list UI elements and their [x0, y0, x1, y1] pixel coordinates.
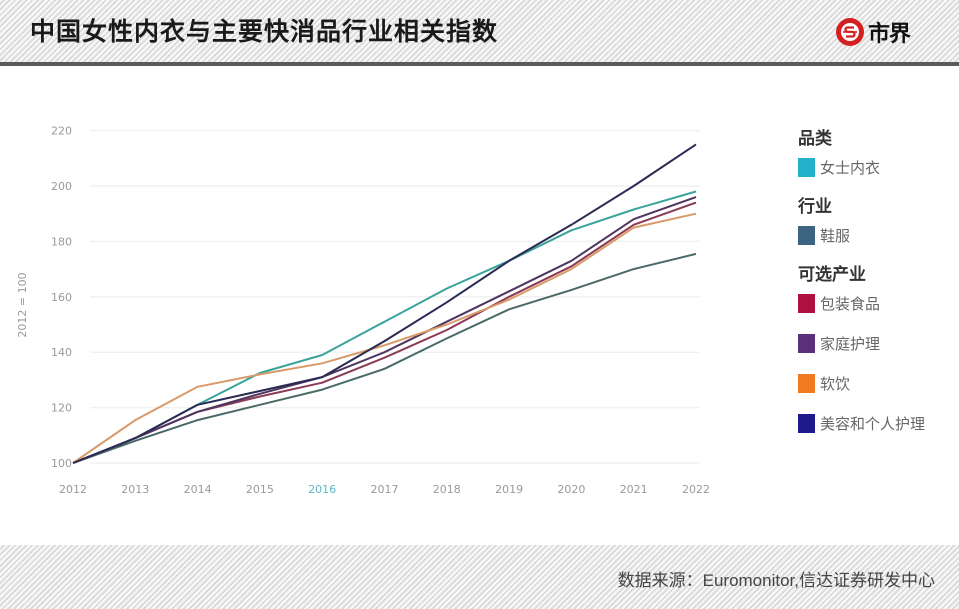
- x-tick-label: 2015: [246, 483, 274, 496]
- y-tick-label: 200: [51, 180, 72, 193]
- legend-swatch-icon: [798, 293, 815, 313]
- legend-label: 女士内衣: [820, 158, 881, 177]
- s-circle-logo-icon: [836, 18, 864, 46]
- legend-swatch-icon: [798, 225, 815, 245]
- y-tick-label: 180: [51, 235, 72, 248]
- chart-gridlines: [90, 129, 700, 464]
- y-tick-label: 120: [51, 402, 72, 415]
- legend-label: 软饮: [820, 374, 851, 393]
- data-source-note: 数据来源：Euromonitor,信达证券研发中心: [617, 571, 935, 590]
- x-tick-label: 2018: [433, 483, 461, 496]
- legend-item-lingerie: 女士内衣: [798, 156, 958, 178]
- y-axis-label: 2012 = 100: [16, 272, 29, 337]
- legend-swatch-icon: [798, 333, 815, 353]
- x-tick-label: 2013: [121, 483, 149, 496]
- x-tick-label: 2012: [59, 483, 87, 496]
- x-tick-label: 2019: [495, 483, 523, 496]
- x-tick-label: 2020: [557, 483, 585, 496]
- legend-group-title: 行业: [798, 197, 832, 217]
- legend-label: 美容和个人护理: [820, 414, 926, 433]
- legend-item-beauty-personal-care: 美容和个人护理: [798, 412, 958, 434]
- x-tick-label: 2014: [184, 483, 212, 496]
- chart-legend: 品类 女士内衣 行业 鞋服 可选产业 包装食品 家庭护理 软饮 美容和个人护理: [798, 128, 958, 452]
- chart-series-lines: [72, 143, 697, 464]
- legend-swatch-icon: [798, 373, 815, 393]
- header-band: [0, 0, 959, 62]
- x-tick-label: 2016: [308, 483, 336, 496]
- header-divider: [0, 62, 959, 66]
- legend-swatch-icon: [798, 413, 815, 433]
- y-tick-label: 160: [51, 291, 72, 304]
- legend-group-title: 可选产业: [798, 265, 866, 285]
- y-tick-label: 100: [51, 457, 72, 470]
- brand-logo: 市界: [836, 17, 911, 47]
- x-tick-label: 2022: [682, 483, 710, 496]
- y-tick-label: 140: [51, 346, 72, 359]
- legend-item-soft-drinks: 软饮: [798, 372, 958, 394]
- legend-group-title: 品类: [798, 129, 832, 149]
- series-line: [72, 252, 697, 464]
- series-line: [72, 196, 697, 464]
- legend-label: 包装食品: [820, 294, 881, 313]
- series-line: [72, 212, 697, 464]
- y-axis-ticks: 100 120 140 160 180 200 220: [51, 125, 72, 470]
- series-line: [72, 143, 697, 464]
- footer-band: [0, 545, 959, 609]
- legend-label: 家庭护理: [820, 334, 881, 353]
- legend-item-packaged-food: 包装食品: [798, 292, 958, 314]
- y-tick-label: 220: [51, 125, 72, 138]
- logo-text: 市界: [868, 22, 911, 47]
- legend-item-home-care: 家庭护理: [798, 332, 958, 354]
- x-tick-label: 2021: [620, 483, 648, 496]
- x-tick-label: 2017: [371, 483, 399, 496]
- page-title: 中国女性内衣与主要快消品行业相关指数: [30, 17, 499, 46]
- legend-label: 鞋服: [820, 226, 851, 245]
- legend-swatch-icon: [798, 157, 815, 177]
- x-axis-ticks: 2012 2013 2014 2015 2016 2017 2018 2019 2020 2021…: [59, 483, 710, 496]
- legend-item-apparel: 鞋服: [798, 224, 958, 246]
